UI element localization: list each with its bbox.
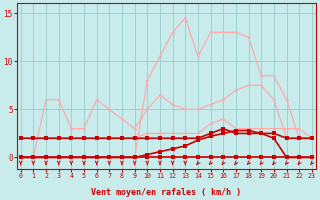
X-axis label: Vent moyen/en rafales ( km/h ): Vent moyen/en rafales ( km/h ) [91, 188, 241, 197]
